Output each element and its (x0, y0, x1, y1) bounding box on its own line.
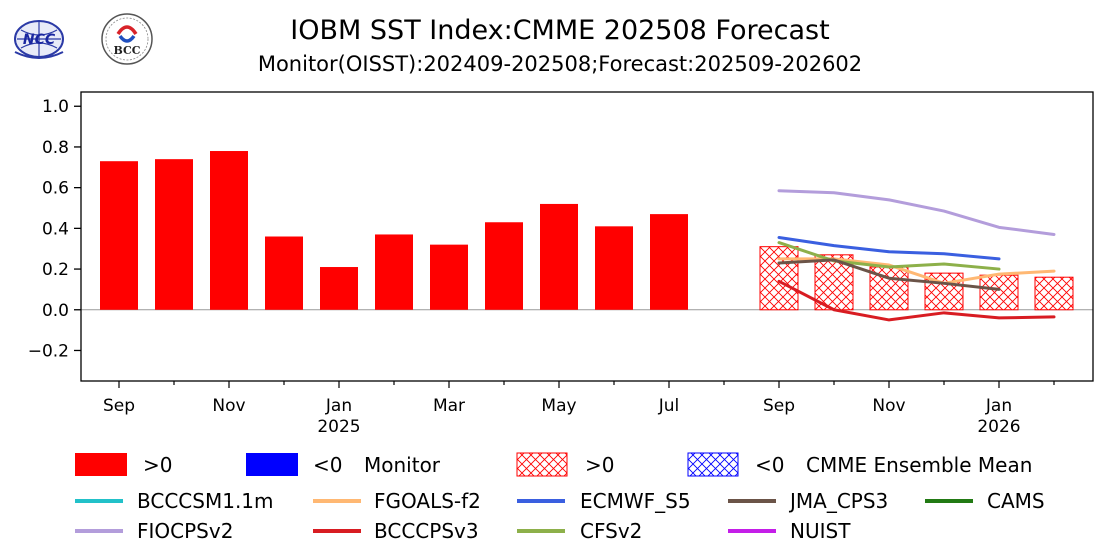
monitor-bars (100, 151, 688, 310)
legend-swatch-forecast-positive (516, 452, 568, 477)
x-tick-label: Sep (103, 396, 135, 416)
monitor-bar (100, 161, 138, 310)
monitor-bar (155, 159, 193, 310)
y-tick-label: −0.2 (28, 341, 69, 361)
ncc-logo: NCC (14, 20, 64, 59)
monitor-bar (265, 236, 303, 310)
y-tick-label: 0.8 (42, 138, 69, 158)
model-line-ecmwf-s5 (777, 236, 1001, 261)
bcc-logo: BCC (101, 13, 153, 65)
monitor-bar (650, 214, 688, 310)
ncc-logo-text: NCC (23, 32, 56, 48)
x-tick-year-label: 2026 (977, 417, 1020, 437)
x-tick-label: May (541, 396, 576, 416)
model-line-fiocpsv2 (777, 189, 1056, 236)
monitor-bar (540, 203, 578, 310)
legend-label: CMME Ensemble Mean (806, 453, 1032, 477)
x-tick-label: Mar (433, 396, 465, 416)
legend-label: Monitor (364, 453, 441, 477)
legend-label: <0 (313, 453, 342, 477)
ensemble-mean-bar (979, 274, 1019, 311)
x-tick-label: Nov (212, 396, 245, 416)
legend: >0 <0 Monitor >0 <0 CMME Ensemble Mean BCCCSM1… (75, 452, 1045, 543)
plot-frame (80, 91, 1094, 382)
x-tick-label: Jan (325, 396, 352, 416)
forecast-bars (759, 246, 1074, 311)
model-line-jma-cps3 (777, 258, 1001, 291)
legend-model-label: FIOCPSv2 (137, 519, 233, 543)
legend-swatch-monitor-positive (75, 453, 127, 476)
y-tick-label: 0.0 (42, 301, 69, 321)
y-tick-label: 1.0 (42, 97, 69, 117)
y-tick-label: 0.4 (42, 219, 69, 239)
legend-label: >0 (143, 453, 172, 477)
legend-label: >0 (585, 453, 614, 477)
legend-model-label: JMA_CPS3 (788, 489, 888, 513)
legend-model-label: CFSv2 (580, 519, 642, 543)
x-tick-year-label: 2025 (317, 417, 360, 437)
x-tick-label: Jul (658, 396, 680, 416)
x-tick-label: Nov (872, 396, 905, 416)
legend-model-label: CAMS (987, 489, 1045, 513)
bcc-logo-text: BCC (113, 44, 140, 57)
legend-model-label: FGOALS-f2 (374, 489, 481, 513)
legend-model-label: BCCCSM1.1m (137, 489, 274, 513)
ensemble-mean-bar (759, 246, 799, 311)
model-lines (777, 189, 1056, 322)
monitor-bar (430, 244, 468, 310)
monitor-bar (320, 267, 358, 310)
legend-model-label: ECMWF_S5 (580, 489, 691, 513)
legend-model-label: BCCCPSv3 (374, 519, 479, 543)
ensemble-mean-bar (1034, 276, 1074, 311)
monitor-bar (375, 234, 413, 310)
model-line-bcccpsv3 (777, 279, 1056, 322)
legend-swatch-monitor-negative (246, 453, 298, 476)
legend-label: <0 (755, 453, 784, 477)
chart-subtitle: Monitor(OISST):202409-202508;Forecast:20… (257, 52, 863, 76)
chart-title: IOBM SST Index:CMME 202508 Forecast (290, 15, 830, 46)
legend-model-label: NUIST (790, 519, 851, 543)
monitor-bar (595, 226, 633, 310)
y-tick-label: 0.6 (42, 179, 69, 199)
x-tick-label: Sep (763, 396, 795, 416)
y-tick-label: 0.2 (42, 260, 69, 280)
model-line-cfsv2 (777, 241, 1001, 271)
x-tick-label: Jan (985, 396, 1012, 416)
monitor-bar (210, 151, 248, 310)
legend-swatch-forecast-negative (687, 452, 739, 477)
monitor-bar (485, 222, 523, 310)
